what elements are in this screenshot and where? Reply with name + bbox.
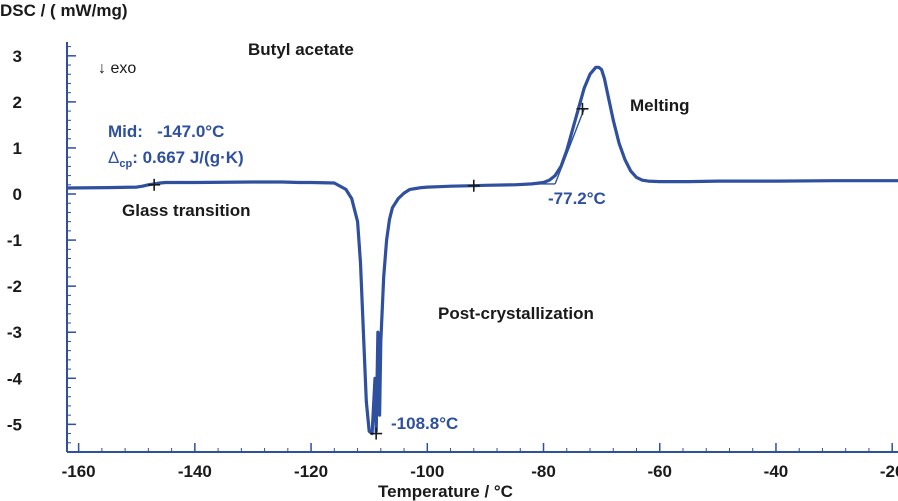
melting-label: Melting <box>630 96 690 115</box>
y-tick-label: 0 <box>13 185 22 204</box>
y-tick-label: 3 <box>13 47 22 66</box>
x-tick-label: -80 <box>531 462 556 481</box>
delta-symbol: Δ <box>108 148 119 167</box>
y-tick-label: -5 <box>7 415 22 434</box>
x-tick-label: -140 <box>178 462 212 481</box>
x-tick-label: -100 <box>410 462 444 481</box>
y-tick-label: -2 <box>7 277 22 296</box>
x-tick-label: -60 <box>647 462 672 481</box>
dsc-curve <box>66 65 898 436</box>
y-axis-title: DSC / ( mW/mg) <box>0 1 128 20</box>
post-crystallization-label: Post-crystallization <box>438 304 594 323</box>
x-axis-title: Temperature / °C <box>378 482 513 501</box>
delta-cp-annotation: Δcp: 0.667 J/(g·K) <box>108 148 244 170</box>
evaluation-marker <box>576 102 589 115</box>
mid-temperature-annotation: Mid: -147.0°C <box>108 122 224 141</box>
onset-tangent <box>554 108 585 185</box>
y-tick-label: -4 <box>7 369 23 388</box>
y-tick-label: 2 <box>13 93 22 112</box>
x-tick-label: -160 <box>62 462 96 481</box>
delta-value: : 0.667 J/(g·K) <box>132 148 243 167</box>
melting-temperature-label: -77.2°C <box>548 189 606 208</box>
delta-subscript: cp <box>119 158 132 170</box>
x-tick-label: -20 <box>880 462 898 481</box>
peak-temperature-label: -108.8°C <box>391 414 458 433</box>
glass-transition-label: Glass transition <box>122 201 250 220</box>
evaluation-marker <box>467 179 480 192</box>
x-tick-label: -40 <box>764 462 789 481</box>
y-tick-label: 1 <box>13 139 22 158</box>
chart-title: Butyl acetate <box>248 40 354 59</box>
evaluation-marker <box>370 427 383 440</box>
y-tick-label: -1 <box>7 231 22 250</box>
evaluation-marker <box>148 178 161 191</box>
exo-direction-label: ↓ exo <box>98 60 136 77</box>
x-tick-label: -120 <box>294 462 328 481</box>
y-tick-label: -3 <box>7 323 22 342</box>
